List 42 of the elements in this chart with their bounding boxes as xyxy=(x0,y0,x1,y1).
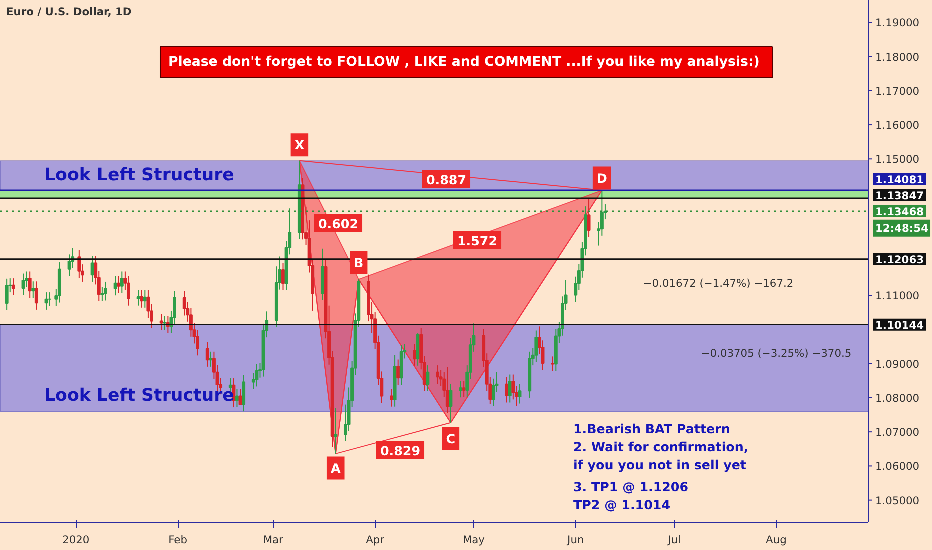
x-tick-label: May xyxy=(462,534,485,546)
annotation: 0.887 xyxy=(426,172,467,188)
annotation: 1.Bearish BAT Pattern xyxy=(574,422,730,436)
ref-line-label: 1.12063 xyxy=(876,253,924,266)
text: Euro / U.S. Dollar, 1D xyxy=(6,6,132,18)
x-tick-label: Feb xyxy=(168,534,188,546)
y-tick-label: 1.18000 xyxy=(876,50,920,64)
annotation: 0.602 xyxy=(318,216,359,232)
annotation: B xyxy=(354,255,364,270)
y-tick-label: 1.08000 xyxy=(876,392,920,405)
ref-line-label: 1.13468 xyxy=(876,205,924,218)
x-tick-label: Jun xyxy=(566,534,584,546)
x-tick-label: Jul xyxy=(667,534,681,546)
y-tick-label: 1.07000 xyxy=(876,426,920,440)
y-tick-label: 1.17000 xyxy=(876,84,920,98)
y-tick-label: 1.05000 xyxy=(876,494,920,508)
y-tick-label: 1.06000 xyxy=(876,460,920,474)
annotation: −0.01672 (−1.47%) −167.2 xyxy=(643,277,794,290)
text: 12:48:54 xyxy=(876,222,929,235)
y-tick-label: 1.09000 xyxy=(876,358,920,371)
x-tick-label: Mar xyxy=(263,534,284,546)
x-tick-label: Apr xyxy=(366,534,386,546)
ref-line-label: 1.13847 xyxy=(876,189,924,202)
y-tick-label: 1.15000 xyxy=(876,153,920,166)
band-label: Look Left Structure xyxy=(44,166,234,186)
annotation: 3. TP1 @ 1.1206 TP2 @ 1.1014 xyxy=(574,480,689,512)
y-tick-label: 1.16000 xyxy=(876,119,920,132)
annotation: 2. Wait for confirmation, if you you not in sell yet xyxy=(574,440,749,472)
annotation: D xyxy=(596,170,608,186)
annotation: Please don't forget to FOLLOW , LIKE and COMMENT ...If you like my analysis:) xyxy=(168,55,760,70)
ref-line-label: 1.10144 xyxy=(876,318,924,332)
annotation: 1.572 xyxy=(457,234,498,248)
x-tick-label: 2020 xyxy=(62,534,90,546)
annotation: A xyxy=(330,460,341,476)
y-tick-label: 1.19000 xyxy=(876,16,920,30)
x-tick-label: Aug xyxy=(766,534,787,546)
annotation: C xyxy=(446,431,456,446)
ref-line-label: 1.14081 xyxy=(876,173,924,186)
annotation: 0.829 xyxy=(380,444,421,458)
annotation: −0.03705 (−3.25%) −370.5 xyxy=(701,347,852,360)
y-tick-label: 1.11000 xyxy=(876,290,920,303)
annotation: X xyxy=(294,138,305,153)
